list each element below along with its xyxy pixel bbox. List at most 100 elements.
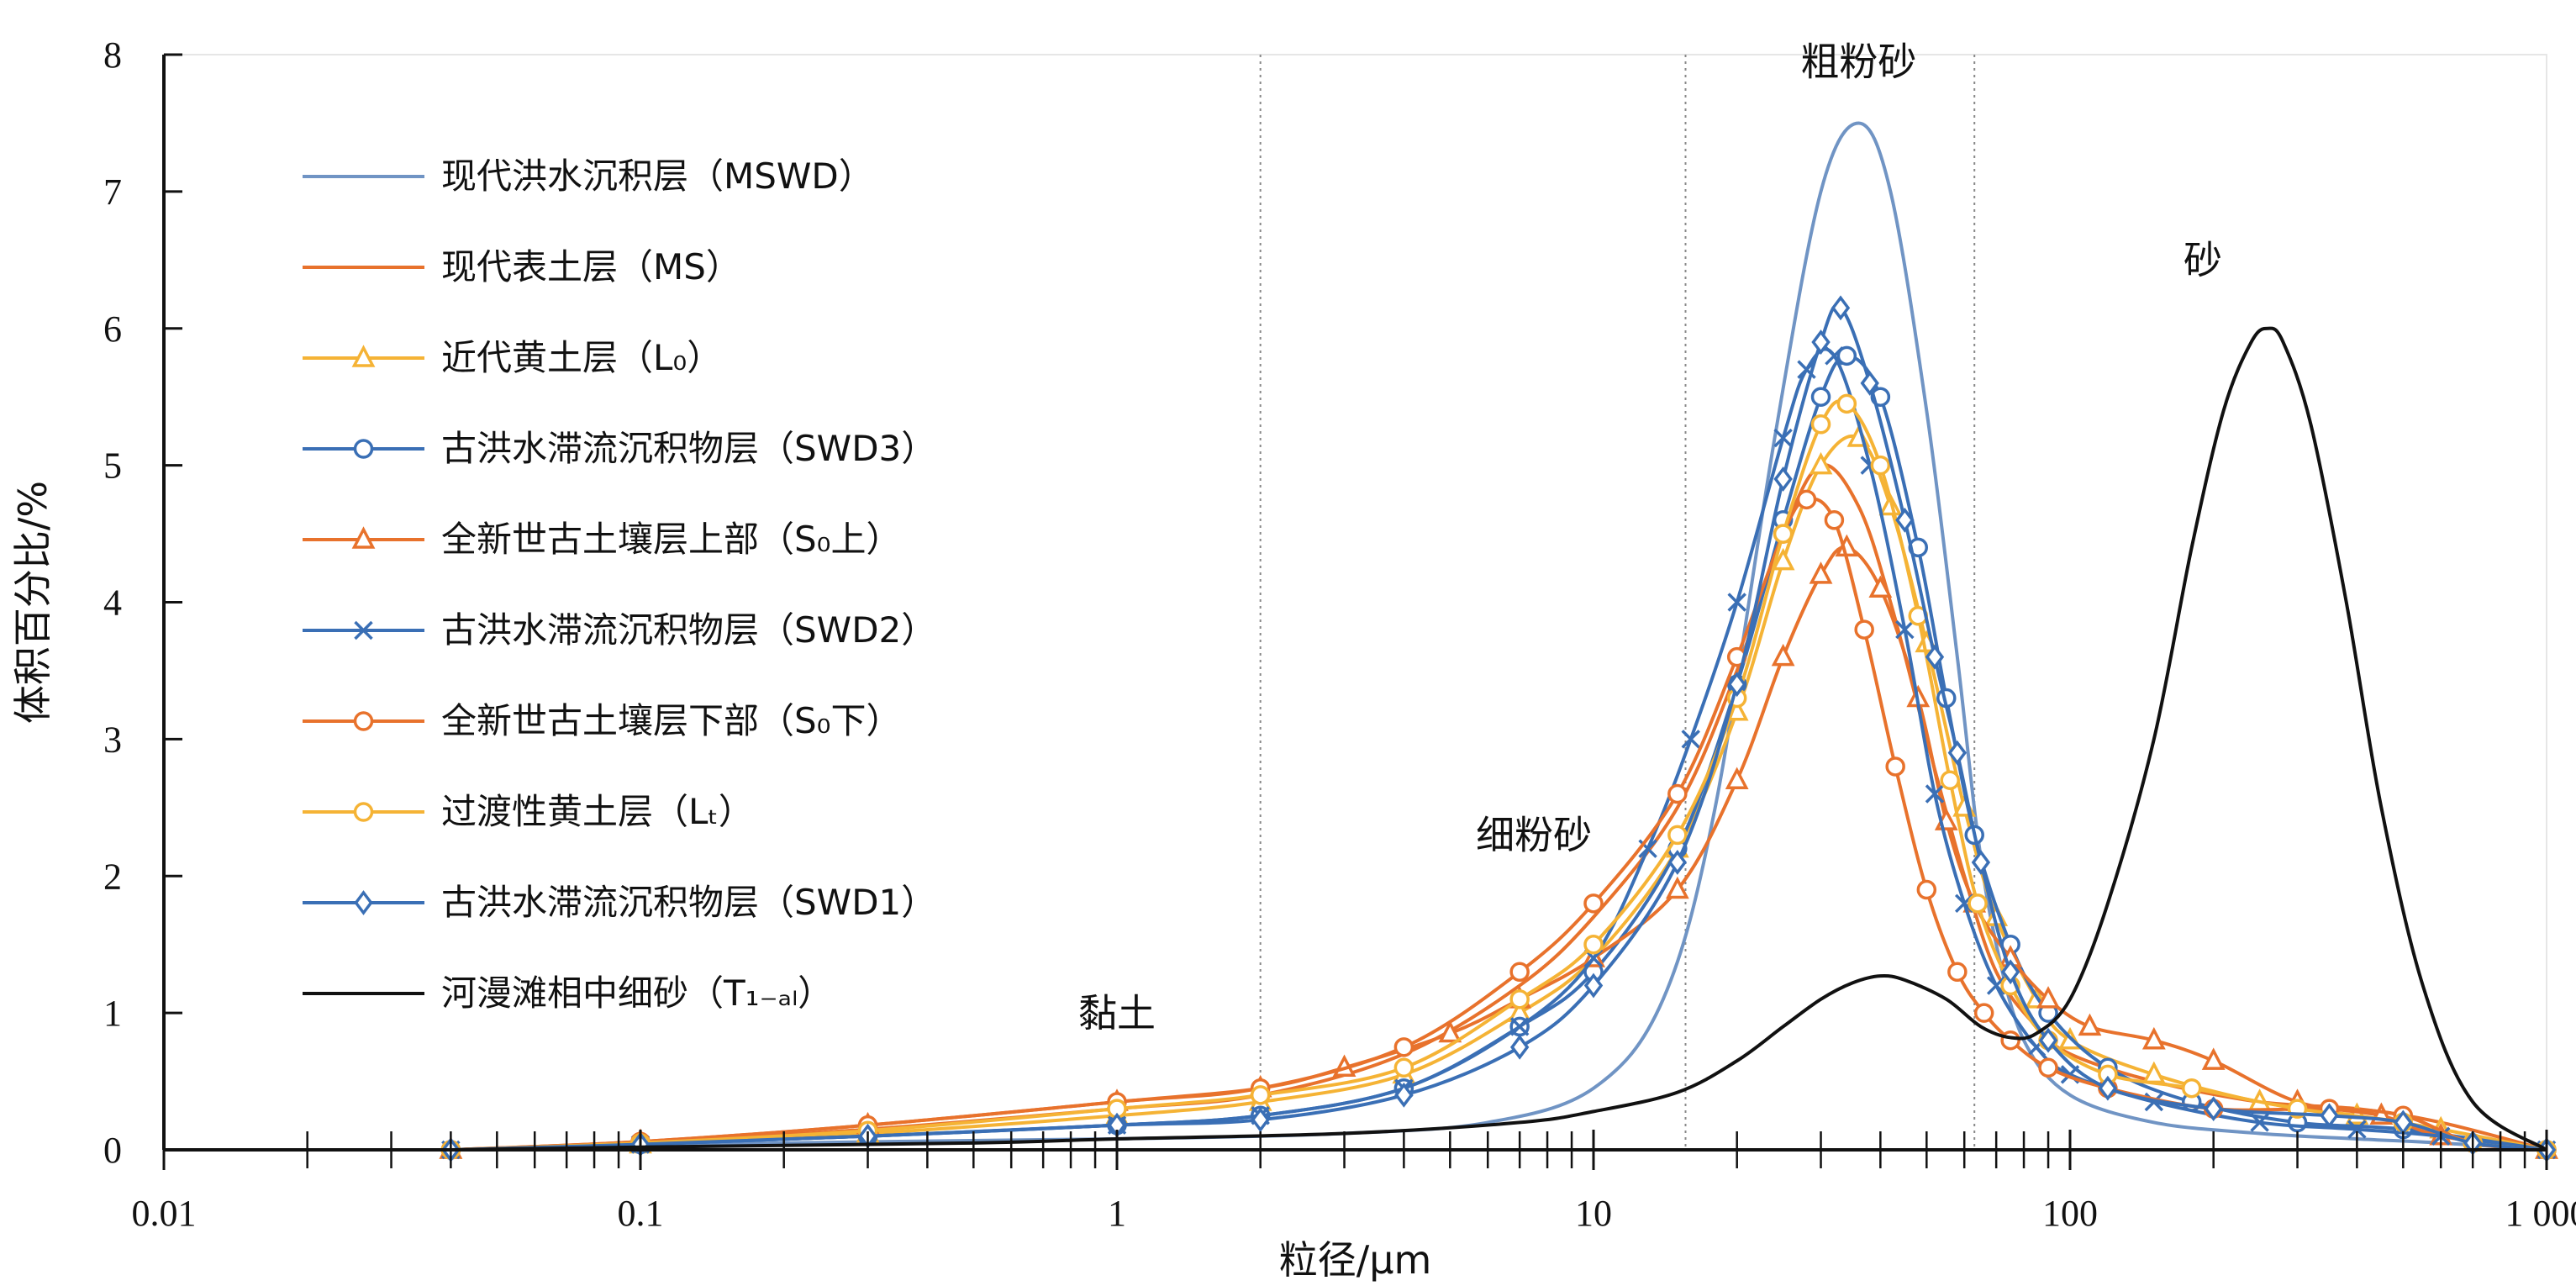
data-point	[1509, 1034, 1530, 1060]
data-point	[2036, 986, 2060, 1009]
series-7	[440, 393, 2557, 1160]
legend-label: 全新世古土壤层下部（S₀下）	[441, 700, 902, 741]
data-point	[1895, 619, 1915, 640]
data-point	[1509, 962, 1530, 983]
series-line-9	[450, 326, 2548, 1152]
data-point	[351, 526, 376, 549]
data-point	[2000, 1030, 2020, 1051]
data-point	[1824, 510, 1845, 530]
data-point	[354, 620, 373, 640]
legend-item-3: 古洪水滞流沉积物层（SWD3）	[303, 428, 936, 469]
data-point	[1968, 893, 1988, 914]
data-point	[1836, 393, 1857, 414]
legend-item-1: 现代表土层（MS）	[303, 246, 741, 287]
data-point	[1854, 619, 1874, 640]
y-axis-title: 体积百分比/%	[10, 481, 55, 724]
legend-item-7: 过渡性黄土层（Lₜ）	[303, 791, 754, 832]
data-point	[1809, 451, 1833, 475]
data-point	[354, 890, 373, 915]
region-label-2: 粗粉砂	[1800, 39, 1916, 84]
data-point	[1773, 466, 1793, 492]
data-point	[1947, 962, 1968, 983]
axis-titles: 粒径/μm 体积百分比/%	[10, 481, 1431, 1283]
data-point	[1667, 850, 1688, 875]
data-point	[1811, 329, 1831, 355]
data-point	[1773, 428, 1793, 448]
legend-label: 全新世古土壤层上部（S₀上）	[441, 519, 902, 560]
x-axis-title: 粒径/μm	[1279, 1237, 1432, 1283]
data-point	[1583, 972, 1604, 999]
x-tick-label-1: 0.1	[618, 1193, 664, 1234]
data-point	[2250, 1113, 2269, 1132]
data-point	[2000, 959, 2020, 985]
data-point	[2347, 1120, 2367, 1139]
data-point	[1393, 1057, 1414, 1078]
data-point	[1916, 879, 1937, 900]
legend-item-8: 古洪水滞流沉积物层（SWD1）	[303, 882, 936, 923]
legend-item-2: 近代黄土层（L₀）	[303, 337, 722, 378]
data-point	[1771, 643, 1795, 667]
data-point	[1438, 1020, 1462, 1043]
data-point	[1667, 783, 1688, 804]
series-line-1	[450, 462, 2547, 1152]
data-point	[1251, 1107, 1270, 1133]
data-point	[1725, 767, 1749, 789]
legend-label: 古洪水滞流沉积物层（SWD1）	[441, 882, 936, 923]
y-tick-label-5: 5	[103, 445, 122, 487]
legend-item-6: 全新世古土壤层下部（S₀下）	[303, 700, 902, 741]
data-point	[1773, 524, 1794, 544]
data-point	[1727, 593, 1746, 612]
data-point	[2141, 1026, 2166, 1050]
series-3	[440, 345, 2557, 1160]
data-point	[1973, 1003, 1994, 1023]
data-point	[1947, 740, 1968, 766]
region-dividers	[1259, 55, 1976, 1150]
data-point	[1810, 387, 1831, 407]
data-point	[1971, 850, 1991, 875]
x-tick-label-0: 0.01	[132, 1193, 197, 1234]
series-9	[450, 326, 2548, 1152]
legend: 现代洪水沉积层（MSWD） 现代表土层（MS） 近代黄土层（L₀） 古洪水滞流沉积物层…	[303, 155, 936, 1014]
y-tick-label-8: 8	[103, 34, 122, 76]
series-line-5	[450, 347, 2547, 1152]
data-point	[1583, 893, 1604, 914]
data-point	[1885, 756, 1905, 777]
data-point	[1825, 346, 1844, 366]
data-point	[1681, 730, 1700, 749]
legend-item-0: 现代洪水沉积层（MSWD）	[303, 155, 874, 197]
data-point	[1796, 489, 1817, 510]
data-point	[1870, 455, 1891, 476]
data-point	[1831, 295, 1851, 321]
data-point	[1860, 370, 1879, 396]
data-point	[2078, 1013, 2102, 1036]
y-tick-label-7: 7	[103, 171, 122, 213]
data-point	[1986, 976, 2006, 995]
legend-label: 现代表土层（MS）	[441, 246, 741, 287]
y-tick-label-6: 6	[103, 308, 122, 350]
series-line-7	[450, 399, 2547, 1152]
region-label-0: 黏土	[1078, 990, 1156, 1036]
legend-label: 古洪水滞流沉积物层（SWD3）	[441, 428, 936, 469]
series-line-3	[450, 354, 2547, 1152]
y-tick-label-4: 4	[103, 582, 122, 624]
x-tick-label-2: 1	[1108, 1193, 1126, 1234]
axes	[162, 53, 2548, 1170]
data-point	[2098, 1075, 2118, 1101]
data-point	[1583, 934, 1604, 955]
series-1	[450, 462, 2547, 1152]
data-point	[1925, 644, 1945, 670]
data-point	[1509, 1017, 1530, 1036]
data-point	[2320, 1103, 2339, 1129]
data-point	[1836, 345, 1857, 366]
legend-label: 古洪水滞流沉积物层（SWD2）	[441, 609, 936, 651]
data-point	[1727, 672, 1746, 698]
data-point	[1771, 547, 1795, 571]
x-tick-label-5: 1 000	[2505, 1193, 2576, 1234]
data-point	[2204, 1096, 2223, 1122]
data-point	[1250, 1085, 1271, 1105]
legend-label: 现代洪水沉积层（MSWD）	[441, 155, 874, 197]
data-point	[2038, 1027, 2058, 1053]
x-tick-label-3: 10	[1575, 1193, 1612, 1234]
data-point	[1509, 989, 1530, 1009]
data-point	[1667, 825, 1688, 846]
